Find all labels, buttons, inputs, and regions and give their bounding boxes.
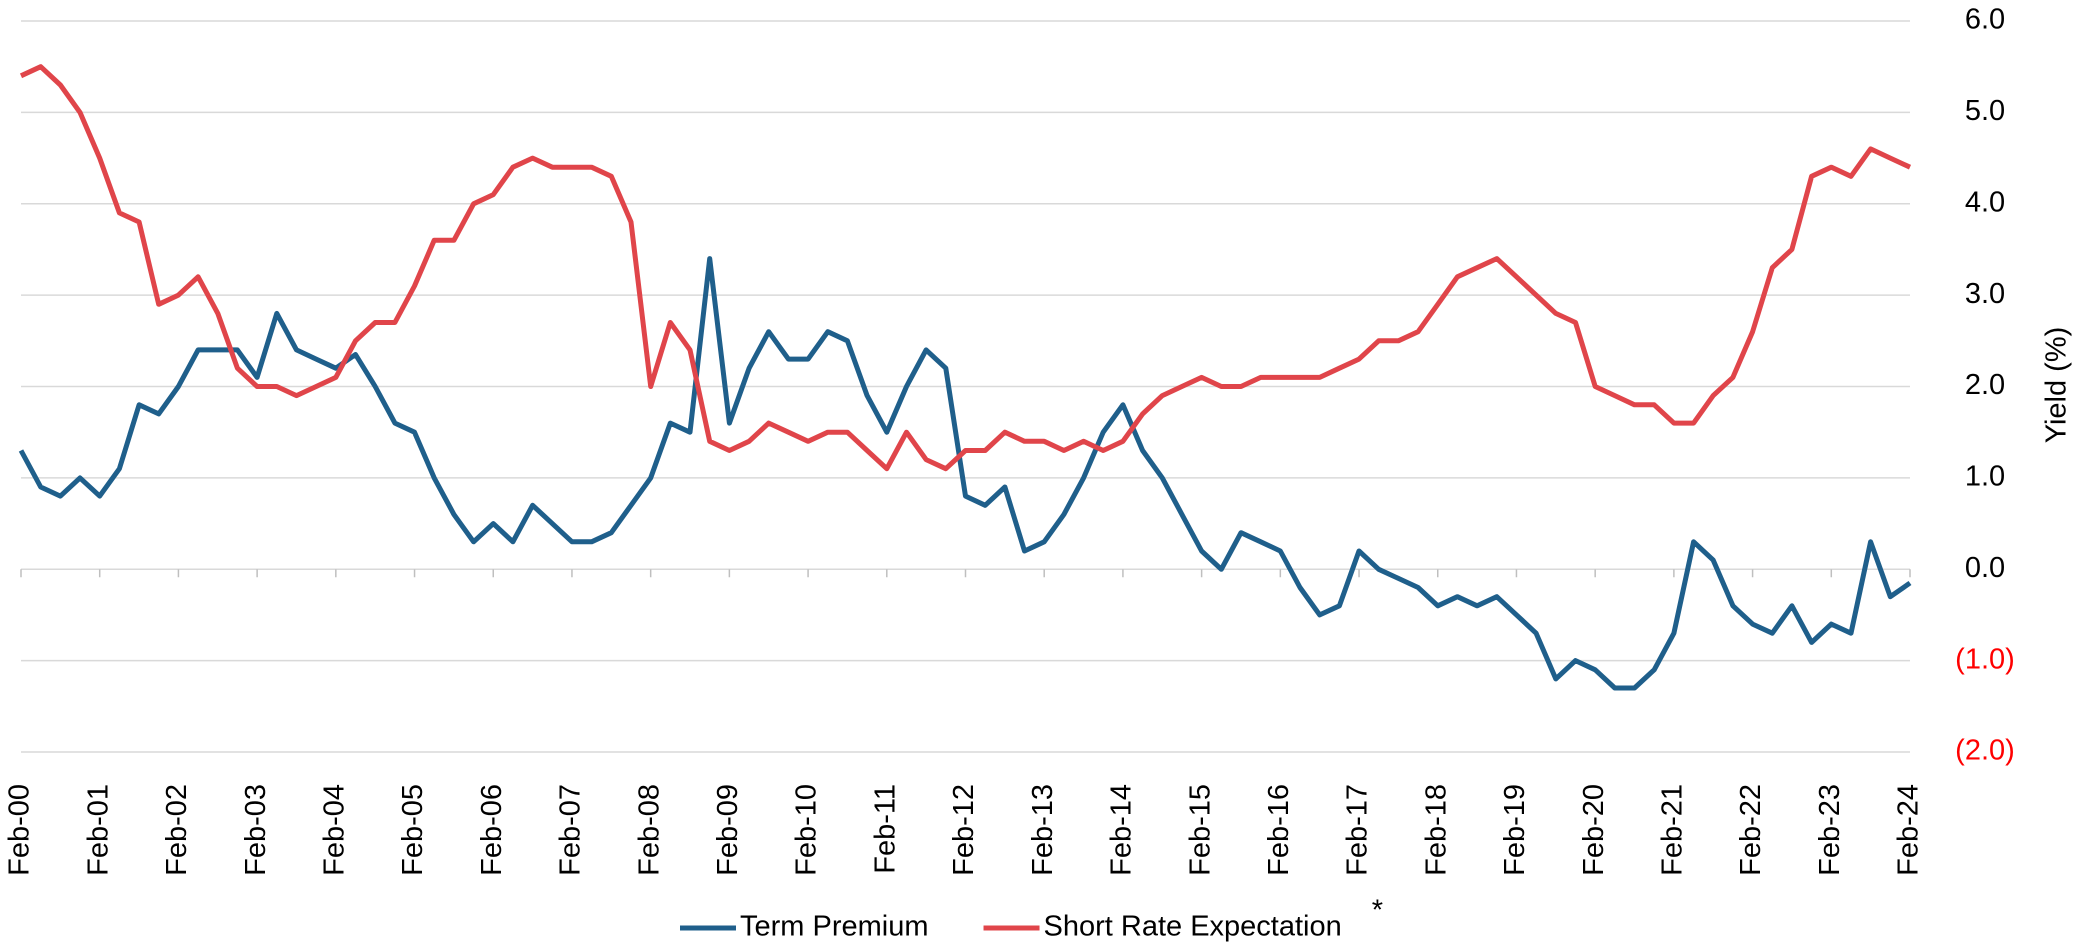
x-tick-label: Feb-05: [397, 784, 429, 876]
x-tick-label: Feb-22: [1735, 784, 1767, 876]
x-tick-label: Feb-07: [555, 784, 587, 876]
x-tick-label: Feb-15: [1184, 784, 1216, 876]
x-tick-label: Feb-10: [791, 784, 823, 876]
x-tick-label: Feb-00: [4, 784, 36, 876]
x-tick-label: Feb-24: [1893, 784, 1925, 876]
x-tick-label: Feb-12: [948, 784, 980, 876]
y-tick-label: (2.0): [1955, 735, 2015, 767]
y-axis-title: Yield (%): [2041, 327, 2073, 444]
y-tick-label: 2.0: [1965, 369, 2005, 401]
y-tick-label: 4.0: [1965, 186, 2005, 218]
x-tick-label: Feb-23: [1814, 784, 1846, 876]
y-tick-label: 5.0: [1965, 95, 2005, 127]
x-tick-label: Feb-18: [1420, 784, 1452, 876]
y-tick-label: 3.0: [1965, 278, 2005, 310]
legend-label: Short Rate Expectation: [1044, 911, 1342, 943]
x-tick-label: Feb-11: [869, 784, 901, 874]
x-tick-label: Feb-19: [1499, 784, 1531, 876]
y-tick-label: 1.0: [1965, 461, 2005, 493]
y-tick-label: 6.0: [1965, 4, 2005, 36]
x-tick-label: Feb-06: [476, 784, 508, 876]
y-tick-label: 0.0: [1965, 552, 2005, 584]
x-tick-label: Feb-03: [240, 784, 272, 876]
x-tick-label: Feb-21: [1657, 784, 1689, 876]
series-line: [18, 256, 1912, 691]
annotation: *: [1372, 895, 1383, 927]
x-tick-label: Feb-02: [161, 784, 193, 876]
x-tick-label: Feb-17: [1342, 784, 1374, 876]
x-tick-label: Feb-16: [1263, 784, 1295, 876]
x-tick-label: Feb-13: [1027, 784, 1059, 876]
y-tick-label: (1.0): [1955, 643, 2015, 675]
x-tick-label: Feb-20: [1578, 784, 1610, 876]
x-tick-label: Feb-09: [712, 784, 744, 876]
x-tick-label: Feb-14: [1106, 784, 1138, 876]
legend-label: Term Premium: [740, 911, 929, 943]
series-line: [19, 64, 1912, 472]
x-tick-label: Feb-04: [318, 784, 350, 876]
x-tick-label: Feb-01: [82, 784, 114, 876]
x-tick-label: Feb-08: [633, 784, 665, 876]
